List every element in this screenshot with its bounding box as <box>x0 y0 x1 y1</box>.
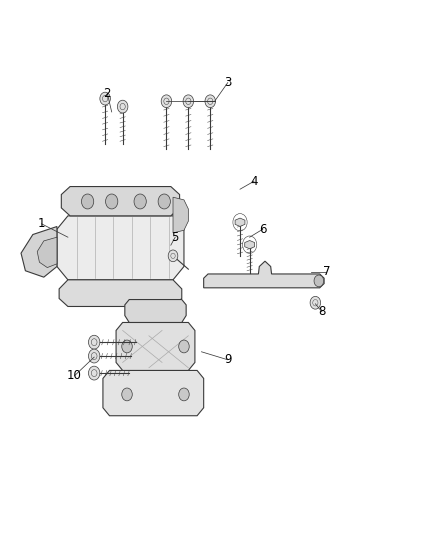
Polygon shape <box>57 216 184 280</box>
Circle shape <box>88 335 100 349</box>
Circle shape <box>158 194 170 209</box>
Polygon shape <box>173 197 188 233</box>
Polygon shape <box>245 240 254 249</box>
Text: 5: 5 <box>172 231 179 244</box>
Circle shape <box>117 100 128 113</box>
Polygon shape <box>21 227 57 277</box>
Text: 10: 10 <box>67 369 82 382</box>
Polygon shape <box>59 280 182 306</box>
Circle shape <box>88 349 100 363</box>
Circle shape <box>122 340 132 353</box>
Text: 4: 4 <box>250 175 258 188</box>
Circle shape <box>183 95 194 108</box>
Polygon shape <box>116 322 195 370</box>
Polygon shape <box>61 187 180 216</box>
Polygon shape <box>37 237 57 268</box>
Circle shape <box>310 296 321 309</box>
Text: 6: 6 <box>259 223 267 236</box>
Text: 7: 7 <box>322 265 330 278</box>
Polygon shape <box>235 218 245 227</box>
Circle shape <box>81 194 94 209</box>
Circle shape <box>88 366 100 380</box>
Circle shape <box>205 95 215 108</box>
Text: 2: 2 <box>103 87 111 100</box>
Circle shape <box>134 194 146 209</box>
Circle shape <box>161 95 172 108</box>
Circle shape <box>100 92 110 105</box>
Circle shape <box>122 388 132 401</box>
Circle shape <box>179 388 189 401</box>
Text: 3: 3 <box>224 76 231 89</box>
Circle shape <box>314 275 324 287</box>
Polygon shape <box>103 370 204 416</box>
Circle shape <box>168 250 178 262</box>
Polygon shape <box>204 261 324 288</box>
Text: 8: 8 <box>318 305 325 318</box>
Text: 9: 9 <box>224 353 232 366</box>
Circle shape <box>179 340 189 353</box>
Polygon shape <box>125 300 186 322</box>
Text: 1: 1 <box>38 217 46 230</box>
Circle shape <box>106 194 118 209</box>
